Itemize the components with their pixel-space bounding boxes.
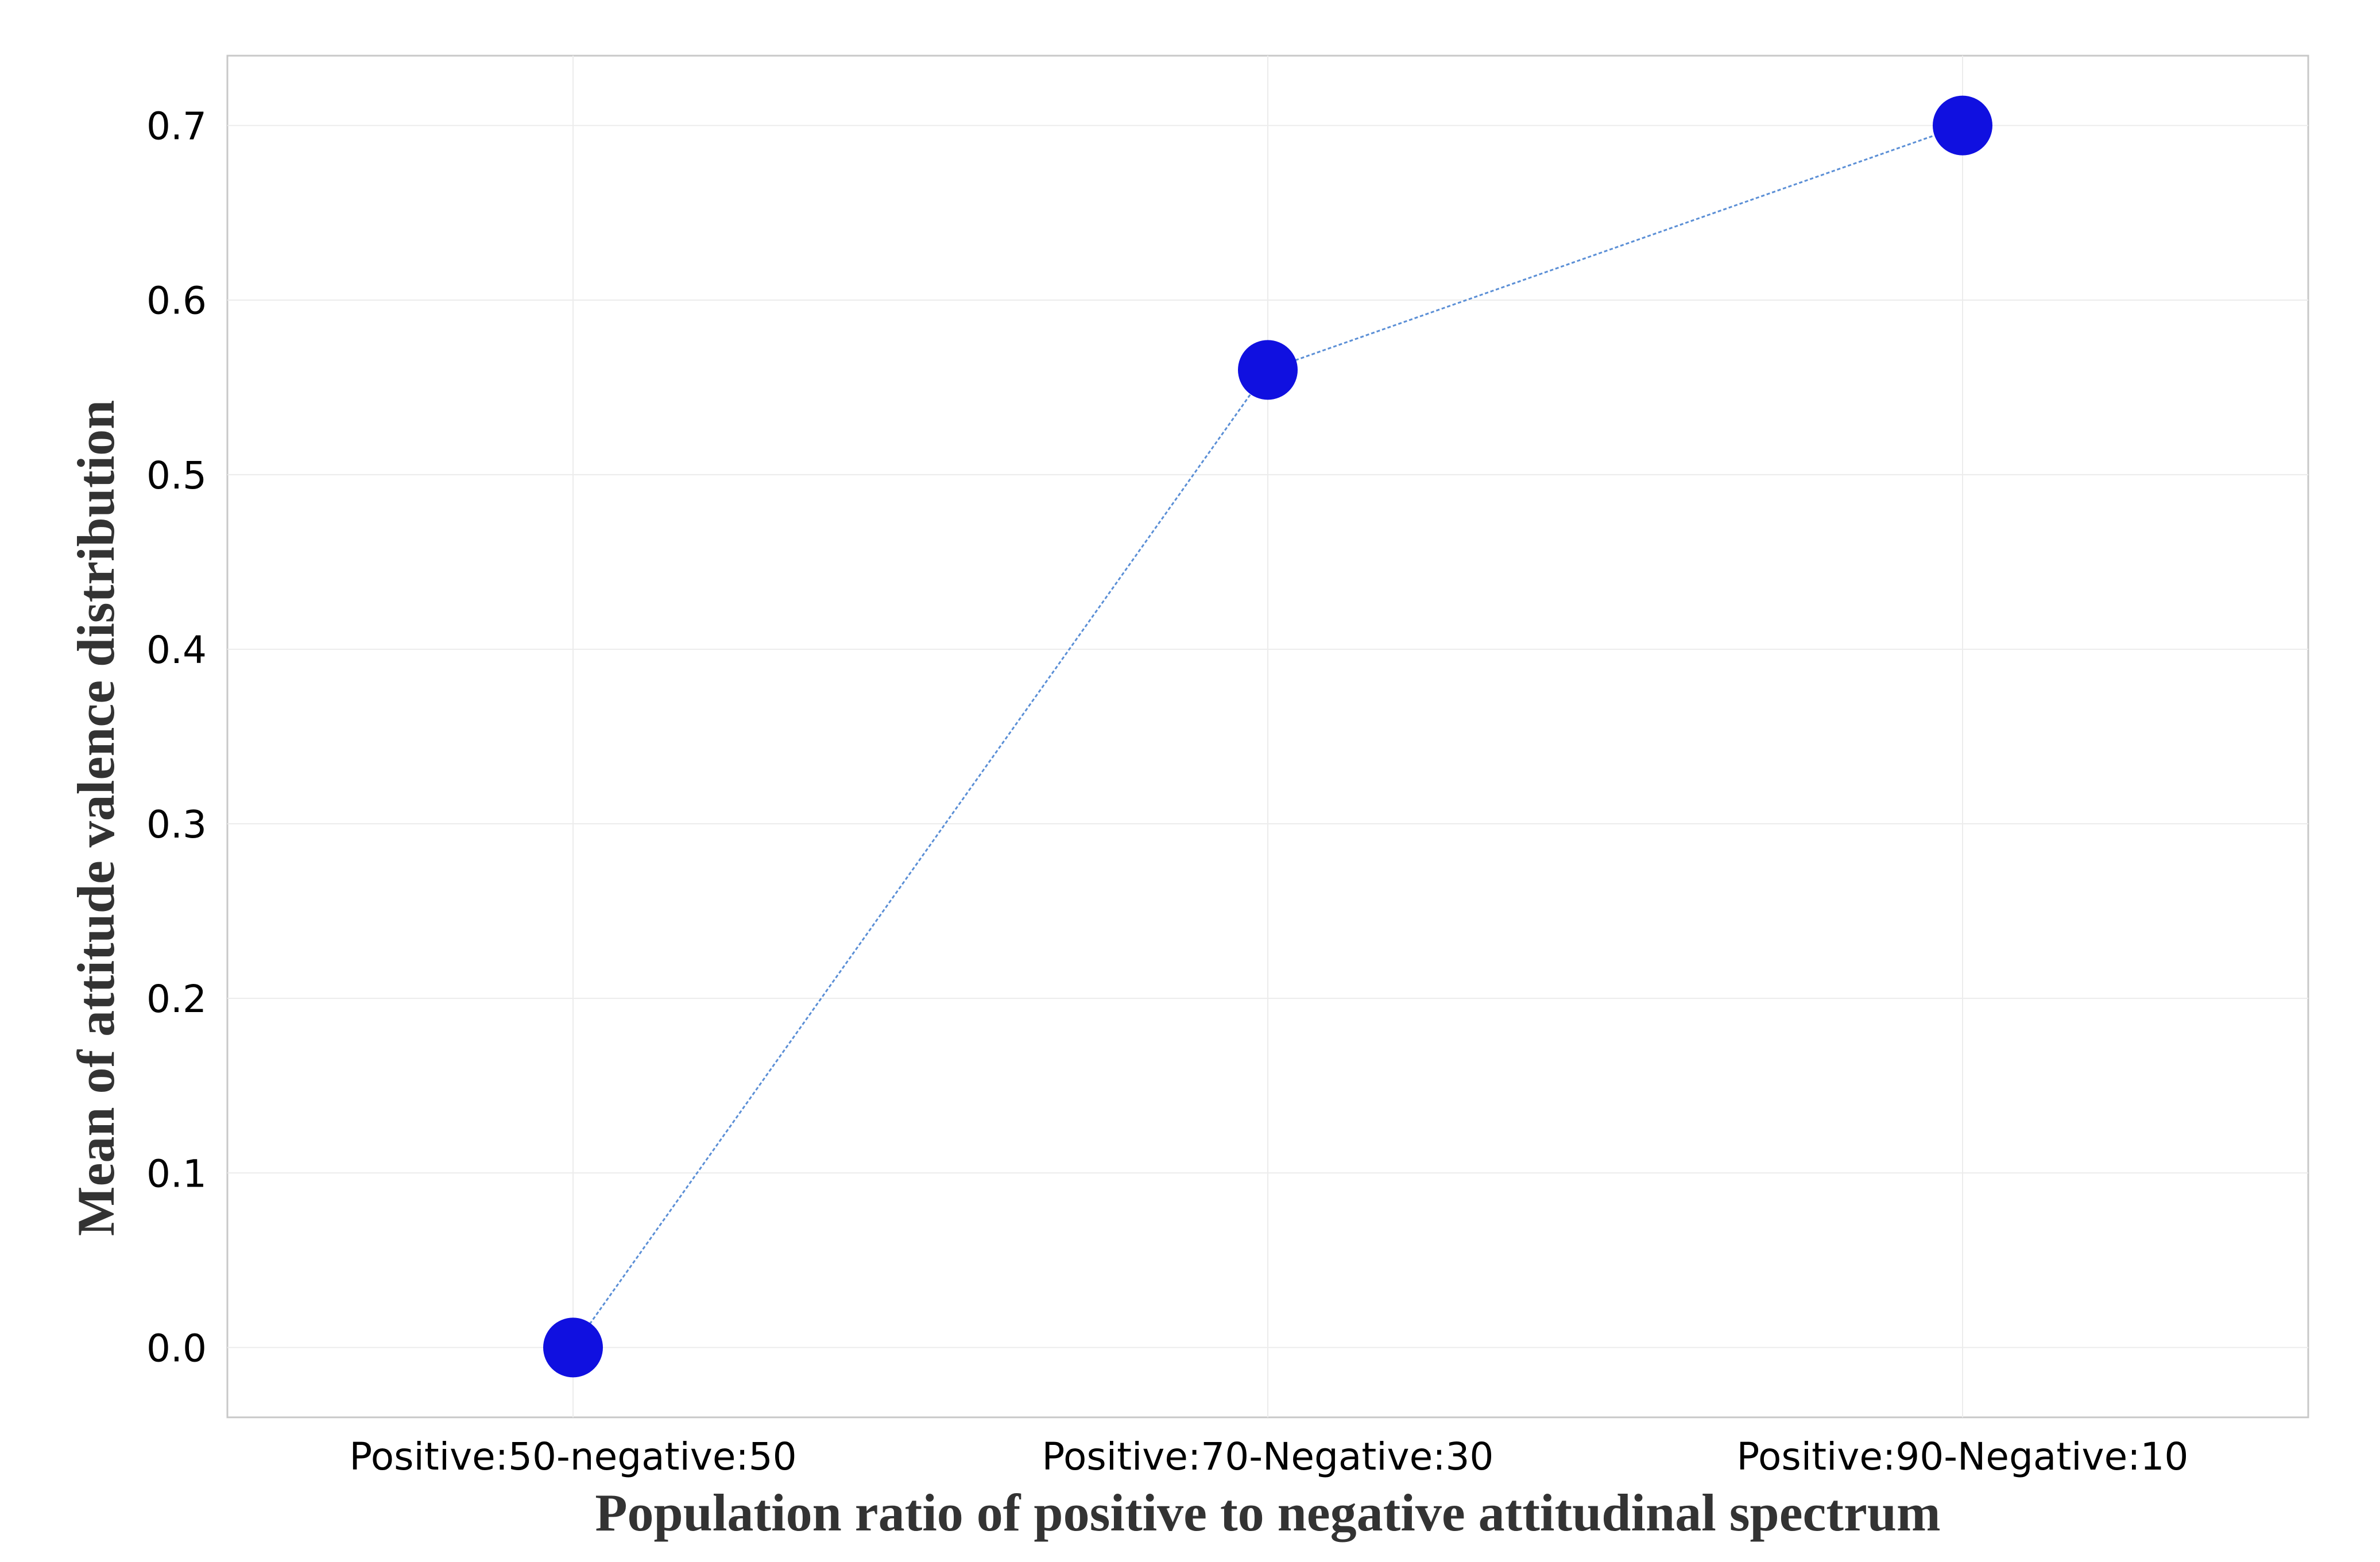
x-tick-label: Positive:70-Negative:30 [1042, 1435, 1494, 1479]
y-tick-label: 0.7 [146, 104, 207, 149]
y-tick-label: 0.2 [146, 977, 207, 1021]
y-tick-label: 0.0 [146, 1326, 207, 1370]
data-point [543, 1317, 603, 1378]
x-axis-tick-labels: Positive:50-negative:50 Positive:70-Negat… [349, 1435, 2188, 1479]
y-tick-label: 0.6 [146, 279, 207, 323]
y-tick-label: 0.1 [146, 1152, 207, 1196]
data-point [1933, 95, 1992, 156]
y-tick-label: 0.5 [146, 454, 207, 498]
y-axis-tick-labels: 0.0 0.1 0.2 0.3 0.4 0.5 0.6 0.7 [146, 104, 207, 1371]
y-axis-title: Mean of attitude valence distribution [67, 400, 125, 1237]
data-point [1238, 340, 1298, 400]
series-layer [543, 95, 1992, 1378]
series-line [572, 125, 1963, 1348]
y-tick-label: 0.4 [146, 628, 207, 672]
x-axis-title: Population ratio of positive to negative… [595, 1483, 1940, 1542]
y-tick-label: 0.3 [146, 803, 207, 847]
x-tick-label: Positive:90-Negative:10 [1737, 1435, 2189, 1479]
x-tick-label: Positive:50-negative:50 [349, 1435, 796, 1479]
